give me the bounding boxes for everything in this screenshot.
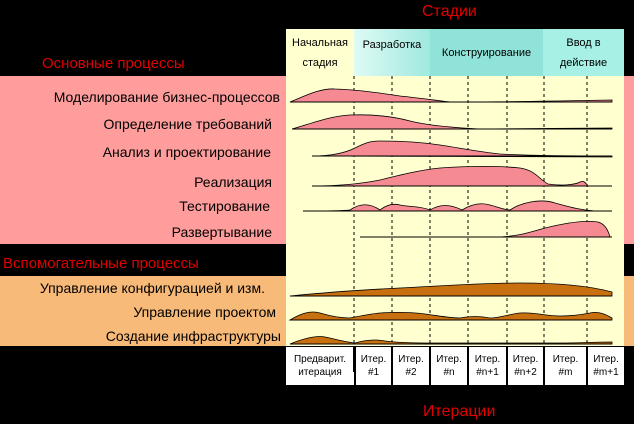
- process-config-change-mgmt: Управление конфигурацией и изм.: [39, 280, 265, 296]
- curve-config-change-mgmt: [289, 282, 613, 297]
- process-analysis-design: Анализ и проектирование: [102, 144, 271, 160]
- curve-deployment: [360, 220, 611, 238]
- iteration-n: Итер. #n: [431, 347, 467, 385]
- iterations-title: Итерации: [423, 403, 496, 420]
- curve-analysis-design: [311, 140, 613, 158]
- curve-business-modeling: [289, 88, 613, 103]
- iteration-m: Итер. #m: [545, 347, 586, 385]
- phase-construction: Конструирование: [430, 29, 543, 76]
- iteration-m-plus-1: Итер. #m+1: [588, 347, 624, 385]
- iteration-2: Итер. #2: [393, 347, 429, 385]
- phase-elaboration: Разработка: [354, 29, 430, 76]
- curve-requirements: [291, 114, 613, 130]
- curve-implementation: [311, 166, 612, 187]
- support-processes-title: Вспомогательные процессы: [3, 255, 199, 272]
- core-processes-title: Основные процессы: [42, 55, 185, 72]
- process-business-modeling: Моделирование бизнес-процессов: [53, 89, 280, 105]
- process-deployment: Развертывание: [171, 224, 272, 240]
- baselines: [290, 101, 612, 345]
- process-project-mgmt: Управление проектом: [133, 304, 276, 320]
- phase-transition: Ввод в действие: [543, 29, 624, 76]
- phase-inception: Начальная стадия: [286, 29, 354, 76]
- iteration-ticks: [353, 347, 588, 372]
- iteration-n-plus-1: Итер. #n+1: [469, 347, 506, 385]
- process-environment: Создание инфраструктуры: [105, 328, 281, 344]
- curve-testing: [302, 200, 612, 212]
- curve-environment: [289, 336, 613, 345]
- process-testing: Тестирование: [179, 198, 270, 214]
- process-implementation: Реализация: [194, 174, 272, 190]
- stages-title: Стадии: [422, 3, 477, 20]
- iteration-preliminary: Предварит. итерация: [286, 347, 354, 385]
- process-requirements: Определение требований: [103, 116, 272, 132]
- iteration-n-plus-2: Итер. #n+2: [508, 347, 543, 385]
- iteration-1: Итер. #1: [356, 347, 391, 385]
- curve-project-mgmt: [288, 311, 613, 321]
